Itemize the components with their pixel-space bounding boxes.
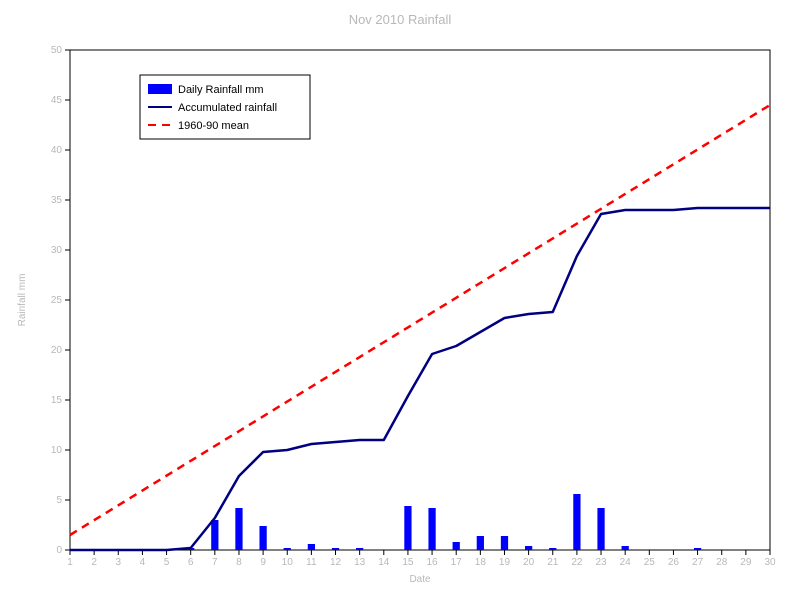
legend-label: 1960-90 mean	[178, 120, 249, 132]
x-tick-label: 30	[764, 557, 776, 568]
y-tick-label: 30	[51, 245, 63, 256]
x-tick-label: 25	[644, 557, 656, 568]
x-tick-label: 11	[306, 557, 317, 568]
daily-bar	[453, 542, 460, 550]
y-tick-label: 45	[51, 95, 63, 106]
y-tick-label: 40	[51, 145, 63, 156]
x-tick-label: 23	[595, 557, 607, 568]
y-tick-label: 5	[56, 495, 62, 506]
daily-bar	[259, 526, 266, 550]
x-tick-label: 10	[282, 557, 294, 568]
x-tick-label: 5	[164, 557, 170, 568]
daily-bar	[501, 536, 508, 550]
accumulated-line	[70, 208, 770, 550]
x-tick-label: 12	[330, 557, 342, 568]
daily-bar	[428, 508, 435, 550]
x-tick-label: 26	[668, 557, 680, 568]
x-tick-label: 19	[499, 557, 511, 568]
legend-label: Accumulated rainfall	[178, 102, 277, 114]
x-axis-label: Date	[409, 574, 431, 585]
x-tick-label: 24	[620, 557, 632, 568]
x-tick-label: 22	[571, 557, 583, 568]
x-tick-label: 3	[115, 557, 121, 568]
mean-line	[70, 105, 770, 535]
x-tick-label: 9	[260, 557, 266, 568]
daily-bar	[356, 548, 363, 550]
x-tick-label: 2	[91, 557, 97, 568]
daily-bar	[573, 494, 580, 550]
rainfall-chart: Nov 2010 Rainfall05101520253035404550123…	[0, 0, 800, 600]
y-tick-label: 0	[56, 545, 62, 556]
daily-bar	[235, 508, 242, 550]
x-tick-label: 16	[427, 557, 439, 568]
x-tick-label: 18	[475, 557, 487, 568]
y-tick-label: 15	[51, 395, 63, 406]
y-tick-label: 50	[51, 45, 63, 56]
daily-bar	[477, 536, 484, 550]
x-tick-label: 17	[451, 557, 463, 568]
x-tick-label: 29	[740, 557, 752, 568]
x-tick-label: 13	[354, 557, 366, 568]
chart-title: Nov 2010 Rainfall	[349, 12, 452, 27]
daily-bar	[404, 506, 411, 550]
y-tick-label: 25	[51, 295, 63, 306]
x-tick-label: 7	[212, 557, 218, 568]
x-tick-label: 14	[378, 557, 390, 568]
x-tick-label: 4	[140, 557, 146, 568]
daily-bar	[549, 548, 556, 550]
daily-bar	[597, 508, 604, 550]
x-tick-label: 6	[188, 557, 194, 568]
daily-bar	[332, 548, 339, 550]
legend-label: Daily Rainfall mm	[178, 84, 264, 96]
legend-swatch-bar	[148, 84, 172, 94]
x-tick-label: 1	[67, 557, 73, 568]
daily-bar	[622, 546, 629, 550]
y-tick-label: 20	[51, 345, 63, 356]
x-tick-label: 8	[236, 557, 242, 568]
daily-bar	[308, 544, 315, 550]
x-tick-label: 15	[402, 557, 414, 568]
daily-bar	[525, 546, 532, 550]
daily-bar	[694, 548, 701, 550]
y-tick-label: 10	[51, 445, 63, 456]
x-tick-label: 21	[547, 557, 559, 568]
y-axis-label: Rainfall mm	[17, 274, 28, 327]
x-tick-label: 20	[523, 557, 535, 568]
x-tick-label: 28	[716, 557, 728, 568]
daily-bar	[211, 520, 218, 550]
y-tick-label: 35	[51, 195, 63, 206]
daily-bar	[284, 548, 291, 550]
x-tick-label: 27	[692, 557, 704, 568]
